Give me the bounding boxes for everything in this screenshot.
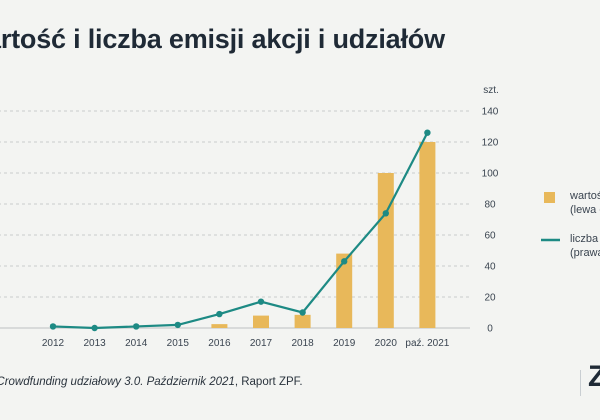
line-series <box>49 129 431 332</box>
x-tick-label: 2017 <box>250 338 273 349</box>
line-point <box>382 210 389 217</box>
y-tick-label: 80 <box>484 200 496 211</box>
legend-line-line2: (prawa <box>570 247 600 259</box>
grid-lines <box>0 110 470 329</box>
y-tick-label: 140 <box>482 107 499 118</box>
logo-divider <box>580 370 581 396</box>
y-tick-label: 120 <box>482 138 499 149</box>
y-tick-label: 20 <box>484 293 496 304</box>
zpf-logo: Z <box>588 360 600 393</box>
legend-marks <box>541 192 560 242</box>
x-tick-labels: 2012 2013 2014 2015 2016 2017 2018 2019 2020 paź.… <box>42 338 450 349</box>
y-tick-labels: 0 20 40 60 80 100 120 140 <box>482 107 499 335</box>
line-point <box>133 323 140 330</box>
line-point <box>257 298 265 305</box>
x-tick-label: 2014 <box>125 338 148 349</box>
line-point <box>299 309 306 316</box>
line-point <box>424 129 431 136</box>
bar <box>211 324 228 328</box>
legend-item-bars: wartoś (lewa o <box>570 189 600 217</box>
legend-bars-line1: wartoś <box>570 190 600 202</box>
source-note: : Crowdfunding udziałowy 3.0. Październi… <box>0 376 303 388</box>
chart-title: artość i liczba emisji akcji i udziałów <box>0 24 445 54</box>
x-tick-label: 2020 <box>375 338 398 349</box>
bar <box>253 315 269 328</box>
source-suffix: , Raport ZPF. <box>234 376 303 388</box>
y-tick-label: 0 <box>487 324 493 335</box>
bar <box>294 314 311 328</box>
bars <box>211 142 436 328</box>
line-point <box>341 258 348 265</box>
x-tick-label: 2015 <box>167 338 190 349</box>
x-tick-label: 2013 <box>83 338 106 349</box>
x-tick-label: 2016 <box>208 338 231 349</box>
line-point <box>49 323 57 330</box>
x-tick-label: 2019 <box>333 338 356 349</box>
right-axis-unit: szt. <box>483 85 499 96</box>
line-path <box>52 132 429 330</box>
legend-line-line1: liczba <box>570 233 599 245</box>
line-point <box>174 321 181 329</box>
bar <box>419 142 436 328</box>
line-point <box>91 324 98 332</box>
x-tick-label: 2018 <box>291 338 314 349</box>
legend-item-line: liczba (prawa <box>570 232 600 260</box>
x-tick-label: paź. 2021 <box>405 338 449 349</box>
y-tick-label: 40 <box>484 262 496 273</box>
legend-bars-line2: (lewa o <box>570 204 600 216</box>
x-tick-label: 2012 <box>42 338 65 349</box>
bar <box>336 253 353 328</box>
source-italic: Crowdfunding udziałowy 3.0. Październik … <box>0 376 235 388</box>
legend-bar-swatch <box>544 192 555 203</box>
line-point <box>216 310 223 318</box>
y-tick-label: 60 <box>484 231 496 242</box>
y-tick-label: 100 <box>482 169 499 180</box>
bar <box>377 173 394 328</box>
